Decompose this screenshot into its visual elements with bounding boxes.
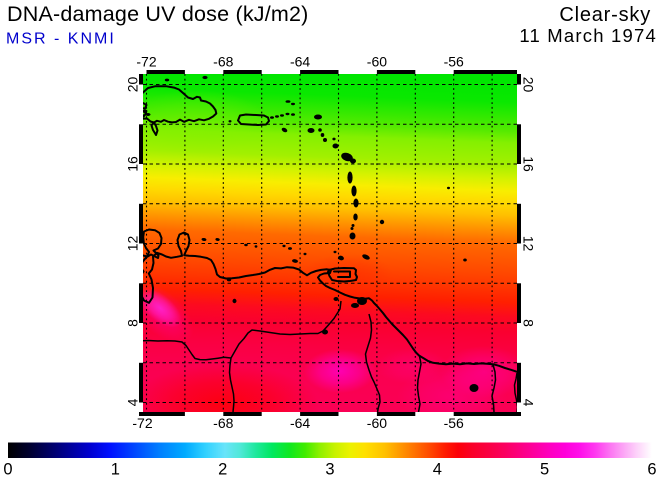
svg-text:16: 16: [125, 156, 141, 172]
svg-text:-72: -72: [136, 54, 156, 70]
svg-text:8: 8: [521, 319, 537, 327]
svg-text:-64: -64: [290, 415, 310, 431]
svg-text:-68: -68: [213, 54, 233, 70]
svg-text:MSR - KNMI: MSR - KNMI: [6, 31, 116, 48]
svg-text:12: 12: [521, 236, 537, 252]
svg-text:16: 16: [521, 156, 537, 172]
svg-text:Clear-sky: Clear-sky: [559, 4, 651, 26]
svg-text:20: 20: [125, 77, 141, 93]
svg-text:8: 8: [125, 319, 141, 327]
svg-text:-60: -60: [367, 54, 387, 70]
svg-text:-72: -72: [132, 415, 152, 431]
svg-text:6: 6: [647, 461, 656, 479]
svg-text:1: 1: [111, 461, 120, 479]
svg-text:11 March 1974: 11 March 1974: [519, 25, 657, 46]
svg-text:5: 5: [540, 461, 549, 479]
svg-text:DNA-damage UV dose (kJ/m2): DNA-damage UV dose (kJ/m2): [7, 2, 309, 26]
svg-text:-56: -56: [444, 54, 464, 70]
svg-text:-64: -64: [290, 54, 310, 70]
svg-text:-56: -56: [444, 415, 464, 431]
svg-text:20: 20: [521, 77, 537, 93]
svg-text:-60: -60: [367, 415, 387, 431]
svg-text:4: 4: [521, 399, 537, 407]
svg-text:4: 4: [433, 461, 442, 479]
svg-text:-68: -68: [213, 415, 233, 431]
svg-text:4: 4: [125, 398, 141, 406]
svg-text:3: 3: [325, 461, 334, 479]
svg-text:12: 12: [125, 236, 141, 252]
svg-text:0: 0: [3, 461, 12, 479]
svg-text:2: 2: [218, 461, 227, 479]
